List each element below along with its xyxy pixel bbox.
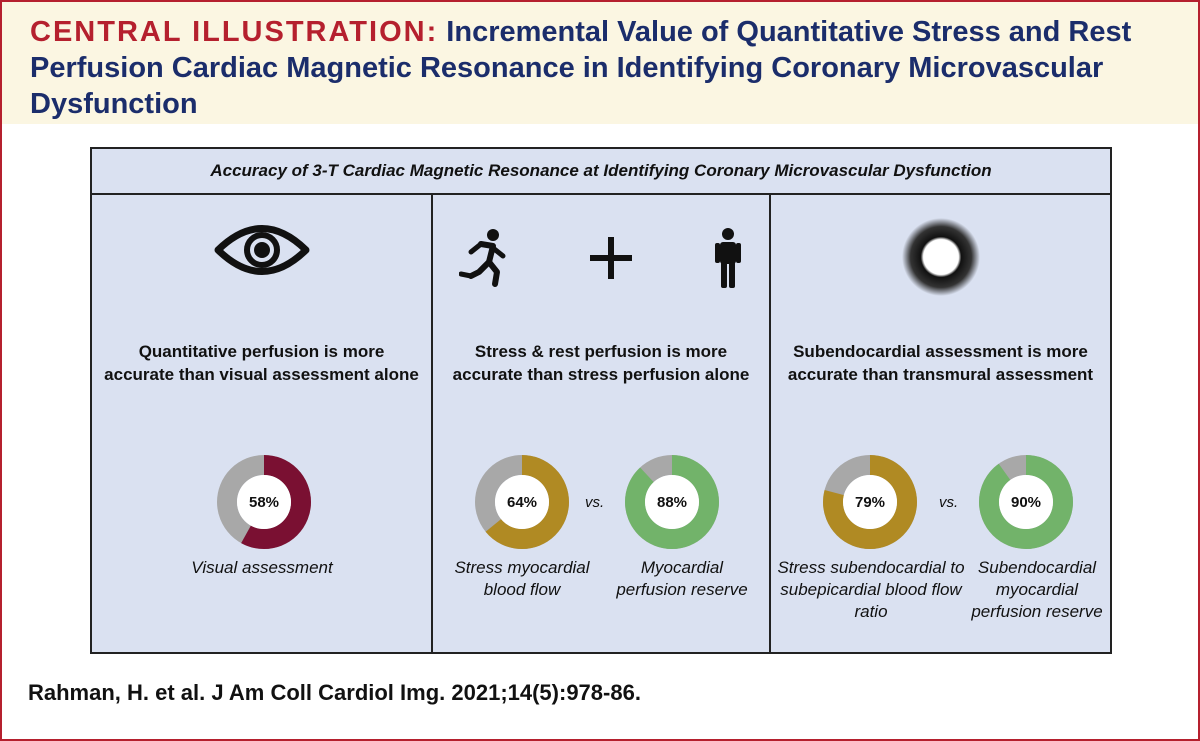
statement: Quantitative perfusion is more accurate … (104, 342, 419, 384)
donut-value-segment (823, 455, 917, 549)
donut-chart: 88% (625, 455, 719, 549)
donut-value: 64% (506, 493, 538, 511)
donut-caption: Stress myocardial blood flow (454, 558, 590, 599)
statement: Stress & rest perfusion is more accurate… (452, 342, 750, 384)
donut-value-segment (475, 455, 569, 549)
vs-label: vs. (939, 494, 959, 511)
header-label: CENTRAL ILLUSTRATION: (30, 16, 439, 48)
donut-hole (843, 475, 897, 529)
statement: Subendocardial assessment is more accura… (787, 342, 1094, 384)
donut-chart: 58% (217, 455, 311, 549)
myocardium-ring-icon (771, 217, 1110, 317)
donut-chart: 90% (979, 455, 1073, 549)
donut-value: 90% (1010, 493, 1042, 511)
donut-value: 88% (656, 493, 688, 511)
donut-value-segment (217, 455, 311, 549)
header-title-block: CENTRAL ILLUSTRATION: Incremental Value … (30, 14, 1180, 122)
donut-chart: 79% (823, 455, 917, 549)
column-subendocardial-vs-transmural: Subendocardial assessment is more accura… (771, 195, 1110, 652)
donut-hole (999, 475, 1053, 529)
header: CENTRAL ILLUSTRATION: Incremental Value … (2, 2, 1198, 124)
panel-title: Accuracy of 3-T Cardiac Magnetic Resonan… (92, 149, 1110, 195)
accuracy-panel: Accuracy of 3-T Cardiac Magnetic Resonan… (90, 147, 1112, 654)
donut-hole (237, 475, 291, 529)
donut-value: 58% (248, 493, 280, 511)
standing-person-icon (715, 228, 742, 288)
vs-label: vs. (585, 494, 605, 511)
donut-hole (495, 475, 549, 529)
donut-hole (645, 475, 699, 529)
donut-caption: Stress subendocardial to subepicardial b… (777, 558, 965, 621)
donut-value-segment (625, 455, 719, 549)
header-title: Incremental Value of Quantitative Stress… (30, 16, 1132, 120)
donut-caption: Myocardial perfusion reserve (616, 558, 748, 599)
donut-value-segment (979, 455, 1073, 549)
donut-chart: 64% (475, 455, 569, 549)
icon-group (433, 223, 769, 293)
plus-icon (589, 237, 632, 279)
eye-icon (92, 215, 431, 315)
column-visual-vs-quantitative: Quantitative perfusion is more accurate … (92, 195, 433, 652)
donut-value: 79% (854, 493, 886, 511)
donut-caption: Visual assessment (191, 558, 333, 577)
column-stress-vs-rest: Stress & rest perfusion is more accurate… (433, 195, 771, 652)
citation: Rahman, H. et al. J Am Coll Cardiol Img.… (28, 680, 641, 705)
donut-caption: Subendocardial myocardial perfusion rese… (971, 558, 1103, 621)
running-person-icon (458, 229, 506, 287)
